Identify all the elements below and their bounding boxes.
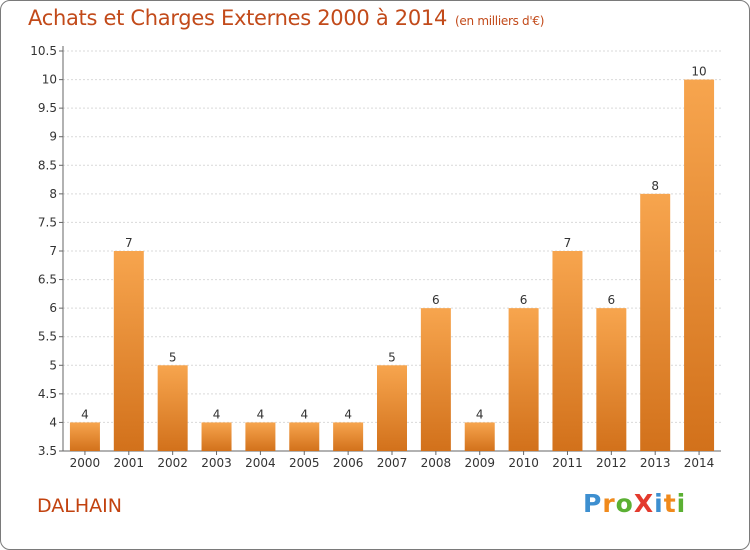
bar-value-label: 10 xyxy=(691,65,706,79)
y-tick-label: 9 xyxy=(49,130,57,144)
x-tick-label: 2000 xyxy=(70,456,101,470)
bar xyxy=(640,193,671,451)
bar xyxy=(684,79,715,452)
bar xyxy=(157,365,188,451)
logo-letter: P xyxy=(583,489,603,518)
x-tick-label: 2004 xyxy=(245,456,276,470)
bar-value-label: 4 xyxy=(300,407,308,421)
y-tick-label: 7 xyxy=(49,244,57,258)
logo-letter: r xyxy=(602,489,616,518)
bar xyxy=(508,308,539,451)
x-tick-label: 2003 xyxy=(201,456,232,470)
x-tick-label: 2007 xyxy=(377,456,408,470)
y-tick-label: 8.5 xyxy=(38,158,57,172)
y-tick-label: 4 xyxy=(49,415,57,429)
y-tick-label: 8 xyxy=(49,187,57,201)
bar xyxy=(377,365,407,451)
bar-value-label: 5 xyxy=(388,350,396,364)
commune-name: DALHAIN xyxy=(37,495,122,517)
y-tick-label: 5.5 xyxy=(38,330,57,344)
y-tick-label: 7.5 xyxy=(38,215,57,229)
x-tick-label: 2008 xyxy=(421,456,452,470)
bar xyxy=(289,422,320,451)
y-tick-label: 10.5 xyxy=(30,44,57,58)
x-tick-label: 2002 xyxy=(157,456,188,470)
y-tick-label: 6.5 xyxy=(38,273,57,287)
x-tick-label: 2009 xyxy=(464,456,495,470)
x-tick-label: 2010 xyxy=(508,456,539,470)
bar xyxy=(333,422,364,451)
x-tick-label: 2005 xyxy=(289,456,320,470)
bar xyxy=(464,422,495,451)
bar-value-label: 4 xyxy=(213,407,221,421)
bar-value-label: 8 xyxy=(651,179,659,193)
chart-title-unit: (en milliers d'€) xyxy=(455,14,545,28)
proxiti-logo[interactable]: ProXiti xyxy=(583,489,686,518)
logo-letter: t xyxy=(663,489,677,518)
x-tick-label: 2014 xyxy=(684,456,715,470)
bar-value-label: 6 xyxy=(432,293,440,307)
bar xyxy=(69,422,100,451)
bar-value-label: 7 xyxy=(125,236,133,250)
bar xyxy=(552,251,583,451)
bar xyxy=(596,308,627,451)
bar xyxy=(245,422,276,451)
x-tick-label: 2006 xyxy=(333,456,364,470)
chart-title-text: Achats et Charges Externes 2000 à 2014 xyxy=(28,6,448,30)
bar-value-label: 4 xyxy=(81,407,89,421)
bar-value-label: 4 xyxy=(344,407,352,421)
logo-letter: o xyxy=(615,489,634,518)
x-tick-label: 2001 xyxy=(114,456,145,470)
logo-letter: X xyxy=(633,489,655,518)
x-tick-label: 2012 xyxy=(596,456,627,470)
y-tick-label: 9.5 xyxy=(38,101,57,115)
bar xyxy=(420,308,451,451)
y-tick-label: 3.5 xyxy=(38,444,57,458)
bar-value-label: 7 xyxy=(564,236,572,250)
bar-value-label: 4 xyxy=(257,407,265,421)
x-tick-label: 2011 xyxy=(552,456,583,470)
logo-letter: i xyxy=(676,489,687,518)
y-tick-label: 5 xyxy=(49,358,57,372)
bar-value-label: 6 xyxy=(608,293,616,307)
logo-letter: i xyxy=(654,489,664,518)
bar xyxy=(113,251,144,451)
bar-value-label: 4 xyxy=(476,407,484,421)
bar-value-label: 6 xyxy=(520,293,528,307)
chart-title: Achats et Charges Externes 2000 à 2014 (e… xyxy=(28,6,544,30)
x-tick-label: 2013 xyxy=(640,456,671,470)
bar xyxy=(201,422,232,451)
y-tick-label: 10 xyxy=(42,73,57,87)
bar-value-label: 5 xyxy=(169,350,177,364)
y-tick-label: 6 xyxy=(49,301,57,315)
y-tick-label: 4.5 xyxy=(38,387,57,401)
